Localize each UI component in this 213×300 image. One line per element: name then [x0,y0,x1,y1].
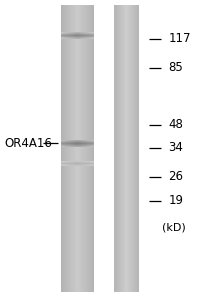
Bar [93,5,94,292]
Bar [72,5,73,292]
Bar [88,5,89,292]
Bar [119,5,120,292]
Text: 85: 85 [168,61,183,74]
Bar [128,5,129,292]
Text: 48: 48 [168,118,183,131]
Bar [81,5,82,292]
Bar [75,5,76,292]
Text: 26: 26 [168,170,183,184]
Bar [120,5,121,292]
Bar [71,5,72,292]
Bar [70,5,71,292]
Bar [91,5,92,292]
Bar [64,5,65,292]
Bar [116,5,117,292]
Bar [89,5,90,292]
Bar [127,5,128,292]
Bar [73,5,74,292]
Bar [129,5,130,292]
Bar [74,5,75,292]
Bar [87,5,88,292]
Bar [90,5,91,292]
Bar [92,5,93,292]
Text: OR4A16: OR4A16 [4,137,52,150]
Bar [131,5,132,292]
Bar [115,5,116,292]
Bar [133,5,134,292]
Bar [114,5,115,292]
Bar [118,5,119,292]
Bar [121,5,122,292]
Bar [66,5,67,292]
Bar [132,5,133,292]
Bar [126,5,127,292]
Bar [68,5,69,292]
Text: 19: 19 [168,194,183,208]
Bar [134,5,135,292]
Bar [86,5,87,292]
Text: 117: 117 [168,32,191,46]
Bar [123,5,124,292]
Bar [84,5,85,292]
Bar [117,5,118,292]
Bar [77,5,78,292]
Bar [79,5,80,292]
Bar [78,5,79,292]
Bar [80,5,81,292]
Bar [122,5,123,292]
Bar [135,5,136,292]
Bar [85,5,86,292]
Bar [67,5,68,292]
Bar [76,5,77,292]
Bar [136,5,137,292]
Bar [130,5,131,292]
Text: (kD): (kD) [162,222,186,232]
Bar [82,5,83,292]
Bar [61,5,62,292]
Bar [69,5,70,292]
Bar [137,5,138,292]
Text: 34: 34 [168,141,183,154]
Bar [65,5,66,292]
Bar [138,5,139,292]
Bar [83,5,84,292]
Bar [63,5,64,292]
Bar [62,5,63,292]
Bar [124,5,125,292]
Bar [125,5,126,292]
